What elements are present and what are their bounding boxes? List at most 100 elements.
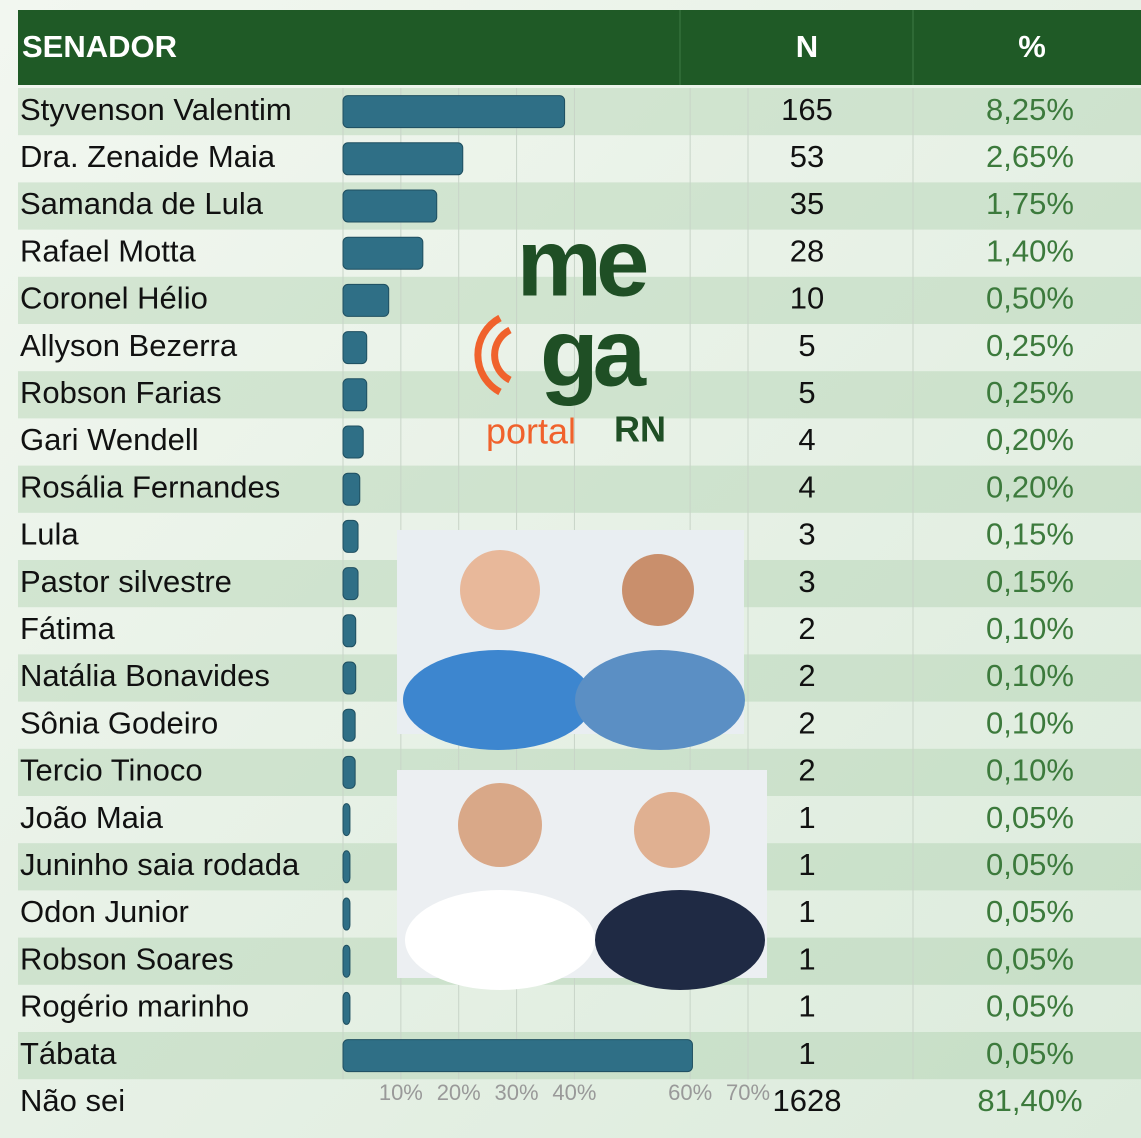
- bar: [342, 236, 424, 270]
- bar: [342, 614, 357, 648]
- row-n: 2: [798, 753, 815, 788]
- row-n: 4: [798, 422, 815, 457]
- row-name: Styvenson Valentim: [20, 92, 292, 127]
- row-n: 1: [798, 1036, 815, 1071]
- row-n: 1628: [773, 1083, 842, 1118]
- row-pct: 1,75%: [986, 186, 1074, 221]
- row-pct: 0,05%: [986, 1036, 1074, 1071]
- row-name: Não sei: [20, 1083, 125, 1118]
- bar: [342, 95, 566, 129]
- row-band: [18, 88, 1141, 136]
- row-name: Rosália Fernandes: [20, 469, 280, 504]
- axis-tick-label: 70%: [726, 1080, 770, 1105]
- row-name: Rafael Motta: [20, 233, 197, 268]
- bar: [342, 661, 357, 695]
- row-pct: 0,05%: [986, 941, 1074, 976]
- row-pct: 0,05%: [986, 894, 1074, 929]
- row-name: Tábata: [20, 1036, 117, 1071]
- row-name: Odon Junior: [20, 894, 189, 929]
- logo-text: portal: [486, 411, 576, 452]
- bar: [342, 897, 351, 931]
- row-pct: 0,25%: [986, 375, 1074, 410]
- row-n: 10: [790, 281, 824, 316]
- row-n: 3: [798, 517, 815, 552]
- row-pct: 8,25%: [986, 92, 1074, 127]
- row-pct: 1,40%: [986, 233, 1074, 268]
- axis-tick-label: 40%: [552, 1080, 596, 1105]
- photo-figure: [622, 554, 694, 626]
- logo: me ga portal RN: [474, 209, 666, 452]
- bar: [342, 567, 359, 601]
- axis-tick-label: 10%: [379, 1080, 423, 1105]
- row-n: 1: [798, 894, 815, 929]
- row-n: 2: [798, 658, 815, 693]
- row-name: Juninho saia rodada: [20, 847, 300, 882]
- bar: [342, 331, 368, 365]
- row-n: 2: [798, 705, 815, 740]
- axis-tick-label: 30%: [495, 1080, 539, 1105]
- row-pct: 0,15%: [986, 517, 1074, 552]
- row-name: Coronel Hélio: [20, 281, 208, 316]
- row-pct: 0,05%: [986, 989, 1074, 1024]
- row-pct: 0,10%: [986, 658, 1074, 693]
- row-n: 1: [798, 800, 815, 835]
- row-n: 1: [798, 847, 815, 882]
- row-name: Robson Farias: [20, 375, 222, 410]
- row-pct: 0,05%: [986, 847, 1074, 882]
- header-pct: %: [1018, 29, 1046, 64]
- row-n: 53: [790, 139, 824, 174]
- photo-figure: [405, 890, 595, 990]
- bar: [342, 803, 351, 837]
- row-pct: 0,50%: [986, 281, 1074, 316]
- bar: [342, 425, 364, 459]
- row-n: 28: [790, 233, 824, 268]
- photo-figure: [458, 783, 542, 867]
- row-n: 1: [798, 941, 815, 976]
- row-pct: 0,20%: [986, 422, 1074, 457]
- row-n: 35: [790, 186, 824, 221]
- logo-text: ga: [540, 299, 647, 406]
- header-title: SENADOR: [22, 29, 177, 64]
- bar: [342, 755, 356, 789]
- logo-text: me: [517, 209, 647, 316]
- photo-figure: [595, 890, 765, 990]
- row-pct: 0,20%: [986, 469, 1074, 504]
- row-name: Natália Bonavides: [20, 658, 270, 693]
- bar: [342, 142, 464, 176]
- bar: [342, 283, 390, 317]
- header-bar: [18, 10, 1141, 85]
- row-n: 1: [798, 989, 815, 1024]
- header-n: N: [796, 29, 818, 64]
- bar: [342, 189, 438, 223]
- row-band: [18, 465, 1141, 513]
- row-pct: 2,65%: [986, 139, 1074, 174]
- bar: [342, 708, 356, 742]
- row-name: Dra. Zenaide Maia: [20, 139, 276, 174]
- row-name: João Maia: [20, 800, 164, 835]
- photo-figure: [575, 650, 745, 750]
- logo-text: RN: [614, 409, 666, 450]
- row-pct: 0,15%: [986, 564, 1074, 599]
- row-band: [18, 182, 1141, 230]
- row-n: 2: [798, 611, 815, 646]
- row-pct: 0,10%: [986, 611, 1074, 646]
- bar: [342, 991, 351, 1025]
- row-n: 4: [798, 469, 815, 504]
- photo-figure: [634, 792, 710, 868]
- row-band: [18, 371, 1141, 419]
- bar: [342, 944, 351, 978]
- bar: [342, 378, 368, 412]
- row-name: Fátima: [20, 611, 116, 646]
- row-pct: 0,10%: [986, 705, 1074, 740]
- row-name: Allyson Bezerra: [20, 328, 238, 363]
- row-name: Robson Soares: [20, 941, 234, 976]
- bar: [342, 519, 359, 553]
- axis-tick-label: 60%: [668, 1080, 712, 1105]
- row-pct: 0,25%: [986, 328, 1074, 363]
- row-name: Samanda de Lula: [20, 186, 264, 221]
- row-name: Pastor silvestre: [20, 564, 232, 599]
- row-name: Gari Wendell: [20, 422, 199, 457]
- bar: [342, 1039, 693, 1073]
- row-band: [18, 276, 1141, 324]
- row-n: 165: [781, 92, 833, 127]
